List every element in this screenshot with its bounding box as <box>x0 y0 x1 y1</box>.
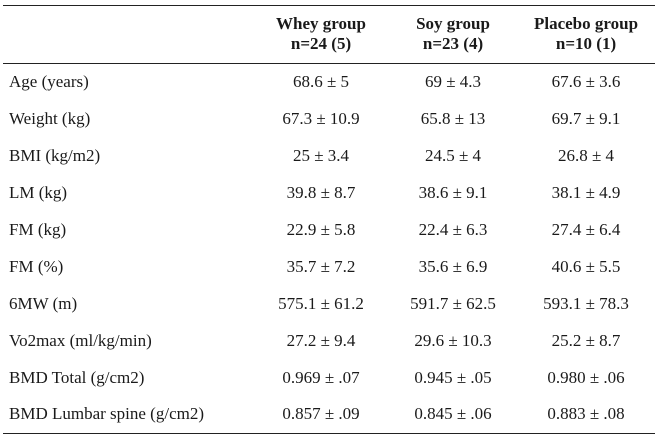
table-row: LM (kg) 39.8 ± 8.7 38.6 ± 9.1 38.1 ± 4.9 <box>3 175 655 212</box>
whey-value: 39.8 ± 8.7 <box>286 183 356 203</box>
placebo-value: 25.2 ± 8.7 <box>551 330 621 350</box>
header-whey-n: n=24 (5) <box>290 34 352 53</box>
table-body: Age (years) 68.6 ± 5 69 ± 4.3 67.6 ± 3.6 Wei… <box>3 64 655 433</box>
header-soy-title: Soy group <box>416 14 490 33</box>
placebo-value: 26.8 ± 4 <box>557 146 615 166</box>
soy-value: 591.7 ± 62.5 <box>410 293 496 313</box>
variable-label: Vo2max (ml/kg/min) <box>9 330 152 350</box>
whey-value: 575.1 ± 61.2 <box>278 293 364 313</box>
placebo-value: 38.1 ± 4.9 <box>551 183 621 203</box>
variable-label: BMI (kg/m2) <box>9 146 101 166</box>
variable-label: Age (years) <box>9 72 89 92</box>
variable-label: BMD Total (g/cm2) <box>9 367 145 387</box>
table-row: BMD Lumbar spine (g/cm2) 0.857 ± .09 0.845… <box>3 396 655 433</box>
baseline-characteristics-table-container: Whey group n=24 (5) Soy group n=23 (4) P… <box>3 5 655 434</box>
header-cell-soy: Soy group n=23 (4) <box>389 6 517 64</box>
variable-label: LM (kg) <box>9 183 68 203</box>
variable-label: 6MW (m) <box>9 293 78 313</box>
table-row: 6MW (m) 575.1 ± 61.2 591.7 ± 62.5 593.1 ± 7… <box>3 285 655 322</box>
table-row: FM (%) 35.7 ± 7.2 35.6 ± 6.9 40.6 ± 5.5 <box>3 248 655 285</box>
variable-label: FM (kg) <box>9 220 67 239</box>
header-placebo-title: Placebo group <box>533 14 639 33</box>
placebo-value: 40.6 ± 5.5 <box>551 256 621 276</box>
whey-value: 27.2 ± 9.4 <box>286 330 356 350</box>
variable-label: BMD Lumbar spine (g/cm2) <box>9 404 204 424</box>
table-row: Vo2max (ml/kg/min) 27.2 ± 9.4 29.6 ± 10.3 2… <box>3 322 655 359</box>
placebo-value: 27.4 ± 6.4 <box>551 220 621 239</box>
soy-value: 65.8 ± 13 <box>420 109 486 129</box>
placebo-value: 69.7 ± 9.1 <box>551 109 621 129</box>
table-row: Weight (kg) 67.3 ± 10.9 65.8 ± 13 69.7 ± 9.… <box>3 101 655 138</box>
soy-value: 69 ± 4.3 <box>424 72 482 92</box>
placebo-value: 593.1 ± 78.3 <box>543 293 629 313</box>
whey-value: 0.857 ± .09 <box>282 404 360 424</box>
soy-value: 0.945 ± .05 <box>414 367 492 387</box>
soy-value: 38.6 ± 9.1 <box>418 183 488 203</box>
table-row: FM (kg) 22.9 ± 5.8 22.4 ± 6.3 27.4 ± 6.4 <box>3 212 655 249</box>
soy-value: 35.6 ± 6.9 <box>418 256 488 276</box>
header-placebo-n: n=10 (1) <box>555 34 617 53</box>
placebo-value: 67.6 ± 3.6 <box>551 72 621 92</box>
soy-value: 24.5 ± 4 <box>424 146 482 166</box>
whey-value: 67.3 ± 10.9 <box>282 109 360 129</box>
table-row: BMD Total (g/cm2) 0.969 ± .07 0.945 ± .05 0… <box>3 359 655 396</box>
whey-value: 22.9 ± 5.8 <box>286 220 356 239</box>
placebo-value: 0.883 ± .08 <box>547 404 625 424</box>
variable-label: FM (%) <box>9 256 64 276</box>
whey-value: 25 ± 3.4 <box>292 146 350 166</box>
soy-value: 0.845 ± .06 <box>414 404 492 424</box>
header-row: Whey group n=24 (5) Soy group n=23 (4) P… <box>3 6 655 64</box>
header-whey-title: Whey group <box>276 14 366 33</box>
table-row: BMI (kg/m2) 25 ± 3.4 24.5 ± 4 26.8 ± 4 <box>3 138 655 175</box>
placebo-value: 0.980 ± .06 <box>547 367 625 387</box>
soy-value: 22.4 ± 6.3 <box>418 220 488 239</box>
whey-value: 35.7 ± 7.2 <box>286 256 356 276</box>
table-row: Age (years) 68.6 ± 5 69 ± 4.3 67.6 ± 3.6 <box>3 64 655 101</box>
header-cell-whey: Whey group n=24 (5) <box>253 6 389 64</box>
baseline-characteristics-table: Whey group n=24 (5) Soy group n=23 (4) P… <box>3 6 655 433</box>
whey-value: 0.969 ± .07 <box>282 367 360 387</box>
header-soy-n: n=23 (4) <box>422 34 484 53</box>
soy-value: 29.6 ± 10.3 <box>414 330 492 350</box>
whey-value: 68.6 ± 5 <box>292 72 350 92</box>
variable-label: Weight (kg) <box>9 109 91 129</box>
header-cell-placebo: Placebo group n=10 (1) <box>517 6 655 64</box>
table-header: Whey group n=24 (5) Soy group n=23 (4) P… <box>3 6 655 64</box>
header-cell-variable <box>3 6 253 64</box>
